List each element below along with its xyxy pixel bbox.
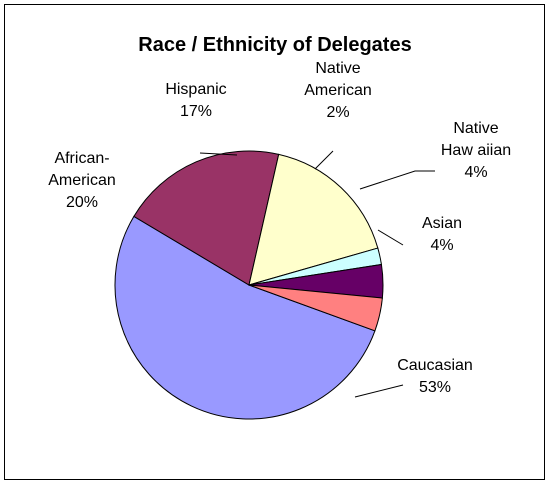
- slice-label-line: American: [304, 82, 372, 99]
- slice-label-hispanic: Hispanic 17%: [165, 81, 226, 120]
- slice-label-line: Hispanic: [165, 81, 226, 98]
- slice-label-line: American: [48, 172, 116, 189]
- slice-label-line: Asian: [422, 215, 462, 232]
- pie-slice-african-american: [133, 150, 280, 286]
- pie-slice-hispanic: [248, 153, 379, 286]
- slice-label-native-american: Native American 2%: [304, 60, 372, 121]
- leader-line: [359, 170, 435, 190]
- slice-label-caucasian: Caucasian 53%: [397, 357, 473, 396]
- slice-label-line: Haw aiian: [441, 142, 511, 159]
- slice-label-line: 53%: [419, 379, 451, 396]
- slice-labels: Caucasian 53% African- American 20% Hispanic 1…: [48, 60, 511, 396]
- slice-label-asian: Asian 4%: [422, 215, 462, 254]
- slice-label-line: Caucasian: [397, 357, 473, 374]
- slice-label-native-hawaiian: Native Haw aiian 4%: [441, 120, 511, 181]
- slice-label-line: Native: [453, 120, 498, 137]
- slice-label-line: Native: [315, 60, 360, 77]
- slice-label-line: 4%: [430, 237, 453, 254]
- leader-line: [314, 150, 334, 170]
- pie-slices: [114, 150, 384, 420]
- leader-line: [354, 384, 404, 398]
- leader-lines: [199, 150, 435, 398]
- pie-chart: Race / Ethnicity of Delegates Caucasian 5…: [48, 34, 511, 420]
- slice-label-line: 20%: [66, 194, 98, 211]
- slice-label-line: 2%: [326, 104, 349, 121]
- slice-label-line: African-: [54, 150, 109, 167]
- leader-line: [377, 229, 404, 246]
- slice-label-african-american: African- American 20%: [48, 150, 116, 211]
- chart-title: Race / Ethnicity of Delegates: [138, 34, 411, 56]
- pie-slice-caucasian: [114, 215, 376, 420]
- leader-line: [199, 152, 238, 156]
- slice-label-line: 4%: [464, 164, 487, 181]
- pie-slice-asian: [248, 284, 383, 332]
- chart-area: Race / Ethnicity of Delegates Caucasian 5…: [4, 4, 545, 480]
- slice-label-line: 17%: [180, 103, 212, 120]
